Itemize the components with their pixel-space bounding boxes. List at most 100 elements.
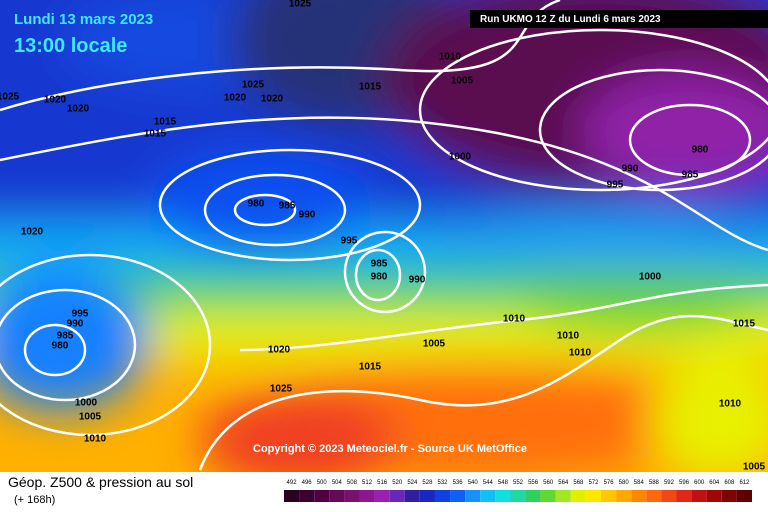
- isobar-label: 1000: [639, 272, 662, 283]
- isobar-label: 980: [692, 145, 709, 156]
- legend-swatch: [419, 490, 435, 502]
- isobar-label: 1005: [451, 76, 474, 87]
- isobar-label: 990: [622, 164, 639, 175]
- isobar-label: 1010: [503, 314, 526, 325]
- legend-swatch: [389, 490, 405, 502]
- legend-swatch: [480, 490, 496, 502]
- date: Lundi 13 mars 2023: [14, 11, 153, 28]
- isobar: [418, 28, 768, 192]
- isobar: [198, 314, 768, 471]
- legend-label: 516: [377, 480, 388, 486]
- legend-label: 576: [604, 480, 615, 486]
- isobars: [0, 0, 768, 471]
- legend-swatch: [661, 490, 677, 502]
- isobar-label: 1020: [21, 227, 44, 238]
- isobar-label: 1010: [84, 434, 107, 445]
- isobar-label: 1020: [44, 95, 67, 106]
- legend-swatch: [540, 490, 556, 502]
- legend-label: 580: [619, 480, 630, 486]
- isobar-label: 1020: [224, 93, 247, 104]
- isobar-label: 990: [299, 210, 316, 221]
- legend-label: 560: [543, 480, 554, 486]
- isobar-label: 1000: [449, 152, 472, 163]
- legend-label: 572: [588, 480, 599, 486]
- legend-swatch: [691, 490, 707, 502]
- legend-swatch: [555, 490, 571, 502]
- legend-swatch: [646, 490, 662, 502]
- legend-label: 540: [468, 480, 479, 486]
- legend-swatch: [450, 490, 466, 502]
- legend-swatch: [721, 490, 737, 502]
- isobar: [0, 288, 137, 402]
- isobar: [0, 116, 768, 252]
- legend-swatch: [299, 490, 315, 502]
- isobar-label: 990: [409, 275, 426, 286]
- isobar-label: 985: [371, 259, 388, 270]
- footer-title: Géop. Z500 & pression au sol: [8, 474, 193, 490]
- isobar-label: 995: [341, 236, 358, 247]
- legend-swatch: [404, 490, 420, 502]
- isobar-label: 1005: [79, 412, 102, 423]
- legend-label: 548: [498, 480, 509, 486]
- isobar-label: 1015: [733, 319, 756, 330]
- isobar-label: 980: [371, 272, 388, 283]
- isobar-label: 1015: [154, 117, 177, 128]
- legend-swatch: [495, 490, 511, 502]
- legend-swatch: [329, 490, 345, 502]
- legend-swatch: [359, 490, 375, 502]
- legend-label: 536: [453, 480, 464, 486]
- isobar: [203, 173, 347, 247]
- legend-label: 496: [302, 480, 313, 486]
- isobar: [239, 283, 768, 352]
- legend-label: 504: [332, 480, 343, 486]
- legend-swatch: [284, 490, 300, 502]
- run-info: Run UKMO 12 Z du Lundi 6 mars 2023: [480, 14, 661, 25]
- legend-swatch: [344, 490, 360, 502]
- legend-label: 512: [362, 480, 373, 486]
- legend-swatch: [314, 490, 330, 502]
- legend-label: 508: [347, 480, 358, 486]
- legend-label: 500: [317, 480, 328, 486]
- isobar-label: 1010: [557, 331, 580, 342]
- legend-label: 604: [709, 480, 720, 486]
- legend-label: 568: [573, 480, 584, 486]
- isobar-label: 1010: [719, 399, 742, 410]
- isobar-label: 1015: [359, 362, 382, 373]
- isobar-label: 1020: [67, 104, 90, 115]
- legend-label: 544: [483, 480, 494, 486]
- isobar-label: 1025: [0, 92, 20, 103]
- isobar-label: 1025: [270, 384, 293, 395]
- isobar: [343, 230, 427, 314]
- isobar: [0, 253, 212, 437]
- isobar-label: 985: [279, 201, 296, 212]
- legend-label: 552: [513, 480, 524, 486]
- isobar-label: 1000: [75, 398, 98, 409]
- isobar-label: 1005: [743, 462, 766, 473]
- isobar-label: 995: [72, 309, 89, 320]
- legend-label: 588: [649, 480, 660, 486]
- field: [0, 0, 768, 472]
- legend-swatch: [434, 490, 451, 502]
- legend-label: 524: [407, 480, 418, 486]
- time: 13:00 locale: [14, 35, 127, 57]
- legend-label: 584: [634, 480, 645, 486]
- isobar: [233, 193, 297, 227]
- isobar: [354, 248, 402, 302]
- legend-swatch: [631, 490, 647, 502]
- run-banner: [470, 10, 768, 28]
- legend-swatch: [374, 490, 390, 502]
- isobar-label: 1020: [261, 94, 284, 105]
- legend-label: 612: [739, 480, 750, 486]
- isobar-label: 1010: [569, 348, 592, 359]
- legend-swatch: [525, 490, 541, 502]
- isobar-label: 1015: [144, 129, 167, 140]
- legend-label: 492: [287, 480, 298, 486]
- isobar: [23, 323, 87, 377]
- isobar-label: 990: [67, 319, 84, 330]
- legend-swatch: [465, 490, 481, 502]
- legend-swatch: [585, 490, 602, 502]
- legend-label: 528: [422, 480, 433, 486]
- isobar-label: 1020: [268, 345, 291, 356]
- isobar: [0, 0, 561, 112]
